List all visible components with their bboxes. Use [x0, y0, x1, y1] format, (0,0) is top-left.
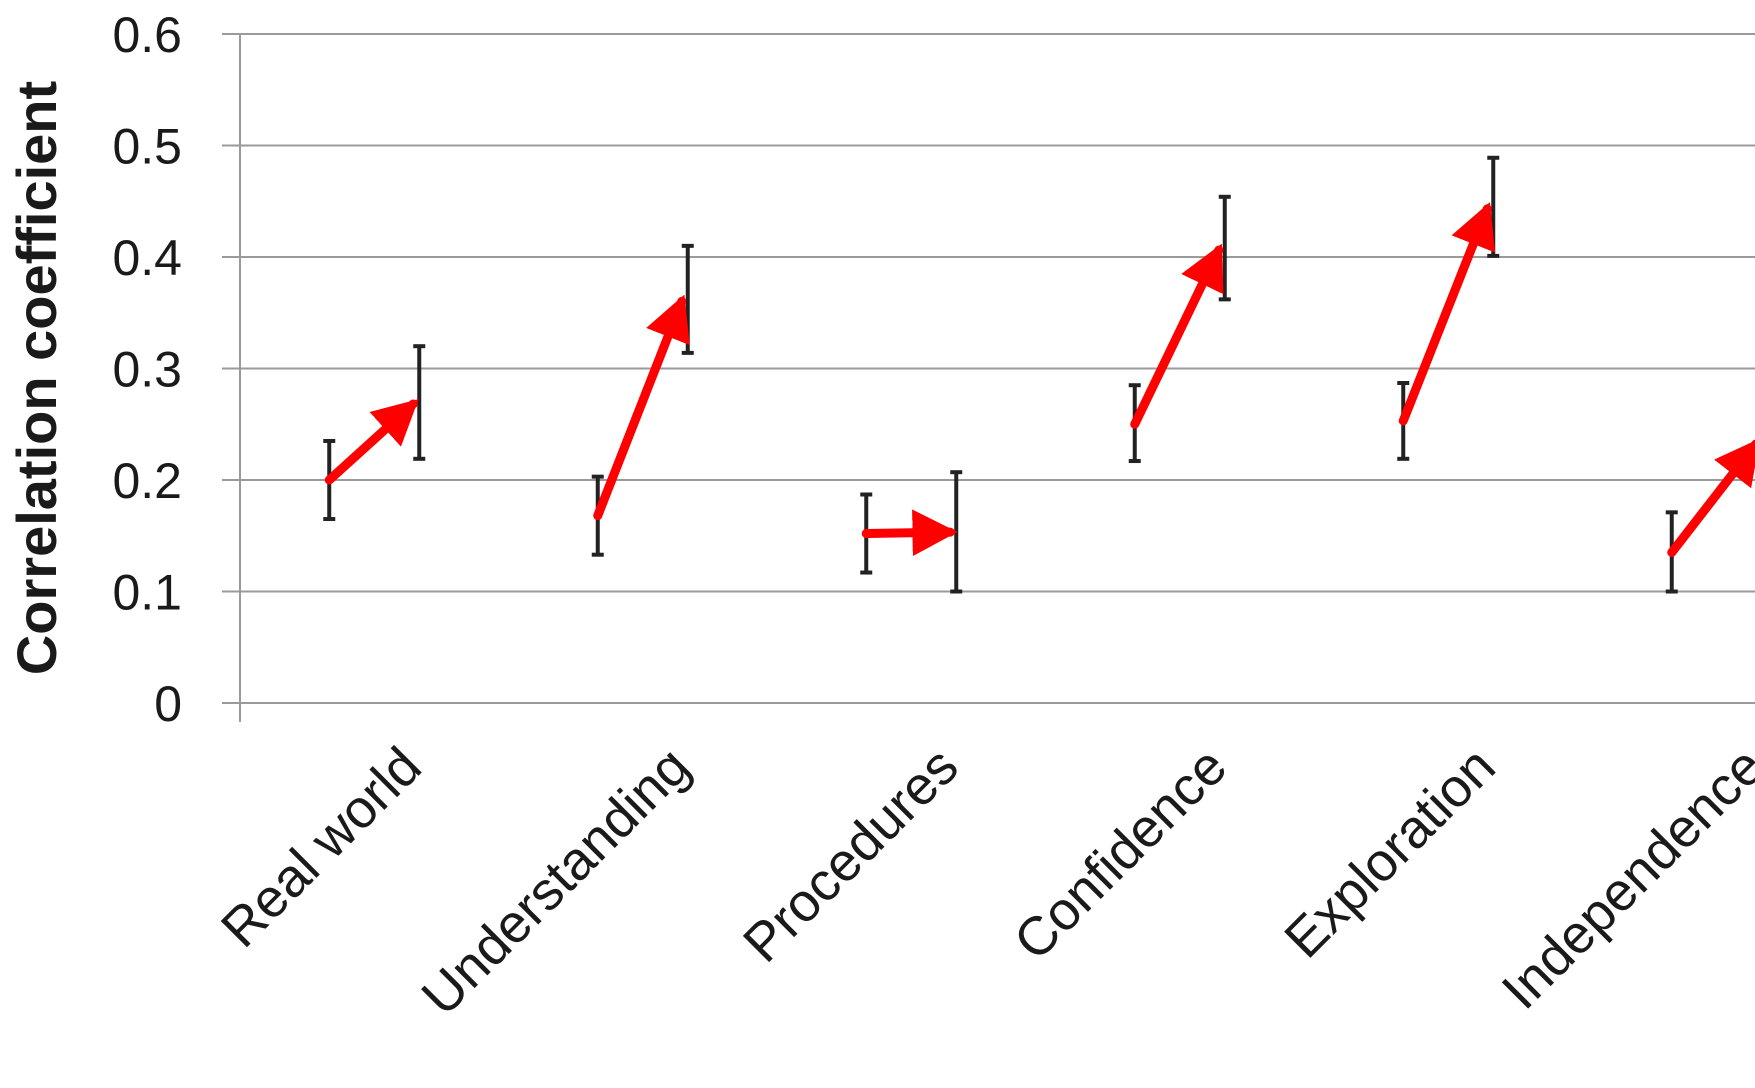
change-arrow	[1667, 438, 1755, 557]
y-tick-label: 0.2	[112, 453, 182, 509]
change-arrow	[1130, 243, 1224, 429]
change-arrow	[593, 294, 690, 521]
y-tick-label: 0.5	[112, 119, 182, 175]
y-tick-label: 0.6	[112, 7, 182, 63]
gridlines	[222, 33, 1755, 704]
category-label: Independence	[1491, 736, 1755, 1020]
y-tick-label: 0	[154, 676, 182, 732]
category-label: Procedures	[732, 736, 970, 974]
change-arrow	[1398, 202, 1496, 426]
y-tick-labels: 0 0.1 0.2 0.3 0.4 0.5 0.6	[112, 7, 182, 732]
error-bars	[323, 155, 1678, 594]
error-bar	[1218, 194, 1231, 302]
y-tick-label: 0.3	[112, 342, 182, 398]
y-tick-label: 0.1	[112, 565, 182, 621]
change-arrows	[324, 202, 1755, 557]
change-arrow	[324, 399, 419, 485]
category-label: Real world	[210, 736, 433, 959]
category-label: Confidence	[1003, 736, 1239, 972]
y-axis-title: Correlation coefficient	[5, 81, 68, 675]
category-label: Exploration	[1273, 736, 1506, 969]
category-label: Understanding	[410, 736, 701, 1027]
error-bar	[413, 344, 426, 461]
y-tick-label: 0.4	[112, 230, 182, 286]
change-arrow	[861, 509, 958, 557]
